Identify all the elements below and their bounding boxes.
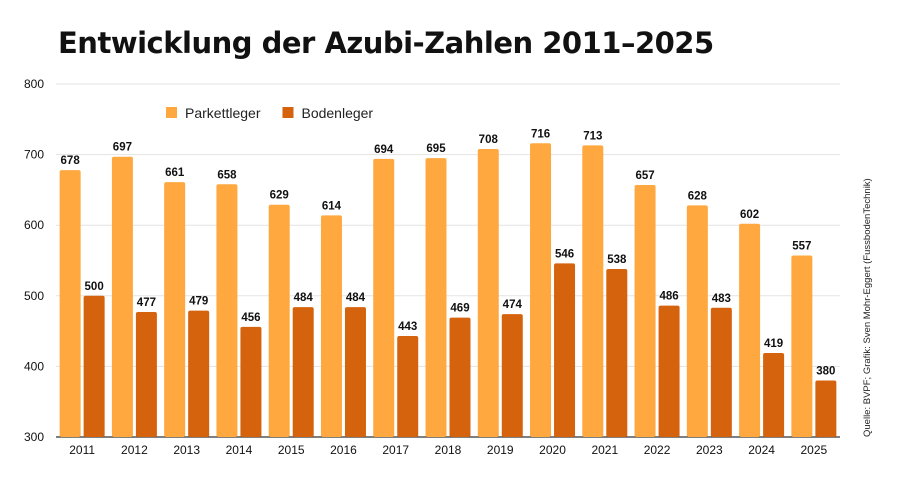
x-tick-label: 2012 — [121, 443, 148, 457]
data-label: 456 — [241, 312, 260, 324]
data-label: 443 — [398, 321, 417, 333]
x-tick-label: 2011 — [69, 443, 95, 457]
legend-swatch — [282, 107, 294, 118]
bar-bodenleger — [658, 305, 680, 437]
bar-parkettleger — [164, 182, 186, 437]
x-tick-label: 2015 — [278, 443, 305, 457]
bar-bodenleger — [188, 310, 210, 437]
bar-parkettleger — [686, 205, 708, 437]
y-tick-label: 800 — [24, 77, 44, 91]
data-label: 557 — [792, 241, 811, 253]
data-label: 500 — [85, 281, 104, 293]
bar-bodenleger — [240, 326, 262, 437]
legend-swatch — [166, 107, 177, 118]
x-tick-label: 2014 — [226, 443, 253, 457]
bar-parkettleger — [530, 143, 552, 437]
bar-bodenleger — [83, 295, 105, 437]
data-label: 695 — [426, 143, 446, 155]
data-label: 477 — [137, 297, 156, 309]
bar-parkettleger — [268, 204, 290, 437]
bar-bodenleger — [135, 312, 157, 437]
data-label: 694 — [374, 144, 394, 156]
bar-bodenleger — [606, 268, 628, 437]
bar-bodenleger — [397, 336, 419, 437]
data-label: 474 — [503, 299, 523, 311]
x-tick-label: 2020 — [539, 443, 566, 457]
x-tick-label: 2021 — [591, 443, 618, 457]
bar-bodenleger — [815, 380, 837, 437]
data-label: 380 — [816, 366, 835, 378]
data-label: 469 — [450, 303, 469, 315]
legend-label: Bodenleger — [301, 105, 373, 121]
y-tick-label: 600 — [24, 218, 44, 232]
x-tick-label: 2013 — [173, 443, 200, 457]
x-tick-label: 2016 — [330, 443, 357, 457]
data-label: 486 — [659, 291, 678, 303]
data-label: 546 — [555, 248, 574, 260]
bar-bodenleger — [763, 352, 785, 437]
bar-parkettleger — [582, 145, 604, 437]
bar-parkettleger — [111, 156, 133, 437]
bar-parkettleger — [216, 184, 238, 437]
data-label: 716 — [531, 128, 550, 140]
bar-bodenleger — [344, 307, 366, 437]
data-label: 658 — [217, 169, 237, 181]
x-tick-label: 2023 — [696, 443, 723, 457]
data-label: 661 — [165, 167, 185, 179]
data-label: 479 — [189, 296, 208, 308]
y-tick-label: 400 — [24, 359, 44, 373]
bar-parkettleger — [791, 255, 813, 437]
bar-parkettleger — [320, 215, 342, 437]
x-tick-label: 2019 — [487, 443, 514, 457]
data-label: 484 — [346, 292, 366, 304]
legend-label: Parkettleger — [185, 105, 261, 121]
data-label: 419 — [764, 338, 783, 350]
bar-bodenleger — [449, 317, 471, 437]
x-tick-label: 2022 — [644, 443, 671, 457]
data-label: 628 — [688, 190, 708, 202]
bar-parkettleger — [739, 223, 761, 437]
data-label: 713 — [583, 130, 602, 142]
data-label: 708 — [479, 134, 499, 146]
x-tick-label: 2018 — [435, 443, 462, 457]
bar-bodenleger — [554, 263, 576, 437]
bar-bodenleger — [292, 307, 314, 437]
data-label: 483 — [712, 293, 731, 305]
data-label: 484 — [294, 292, 314, 304]
x-tick-label: 2017 — [382, 443, 409, 457]
bar-bodenleger — [501, 314, 523, 437]
bar-parkettleger — [425, 158, 447, 437]
x-tick-label: 2025 — [801, 443, 828, 457]
y-tick-label: 300 — [24, 430, 44, 444]
data-label: 678 — [61, 155, 81, 167]
data-label: 602 — [740, 209, 759, 221]
data-label: 538 — [607, 254, 627, 266]
x-tick-label: 2024 — [748, 443, 775, 457]
y-tick-label: 700 — [24, 148, 44, 162]
chart-title: Entwicklung der Azubi-Zahlen 2011–2025 — [58, 26, 714, 60]
bar-parkettleger — [477, 148, 499, 437]
y-tick-label: 500 — [24, 289, 44, 303]
bar-parkettleger — [634, 184, 656, 437]
bar-parkettleger — [373, 158, 395, 437]
data-label: 657 — [635, 170, 654, 182]
bar-bodenleger — [710, 307, 732, 437]
data-label: 629 — [270, 190, 289, 202]
data-label: 697 — [113, 142, 132, 154]
bar-parkettleger — [59, 170, 81, 437]
data-label: 614 — [322, 200, 342, 212]
